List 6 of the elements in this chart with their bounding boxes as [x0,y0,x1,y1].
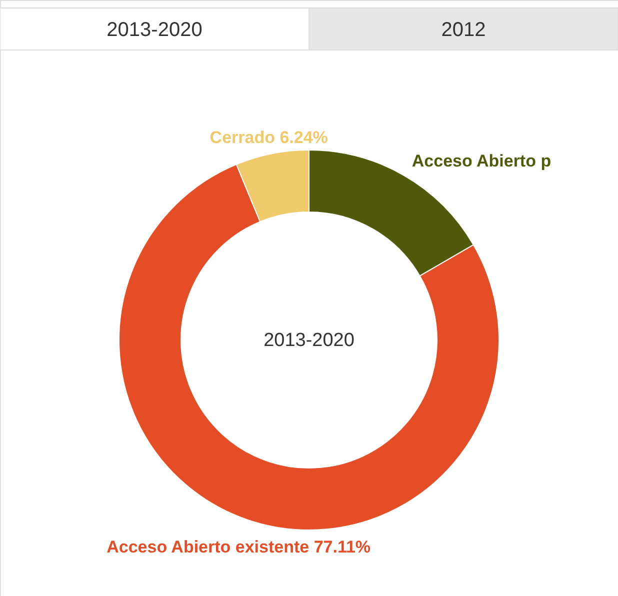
slice-label: Cerrado 6.24% [210,128,328,147]
slice-label: Acceso Abierto p [412,152,552,171]
chart-title: 2013-2020 [106,19,202,41]
text: 2012 [441,19,486,41]
text: 2013-2020 [264,330,354,351]
slice-label: Acceso Abierto existente 77.11% [106,538,371,557]
